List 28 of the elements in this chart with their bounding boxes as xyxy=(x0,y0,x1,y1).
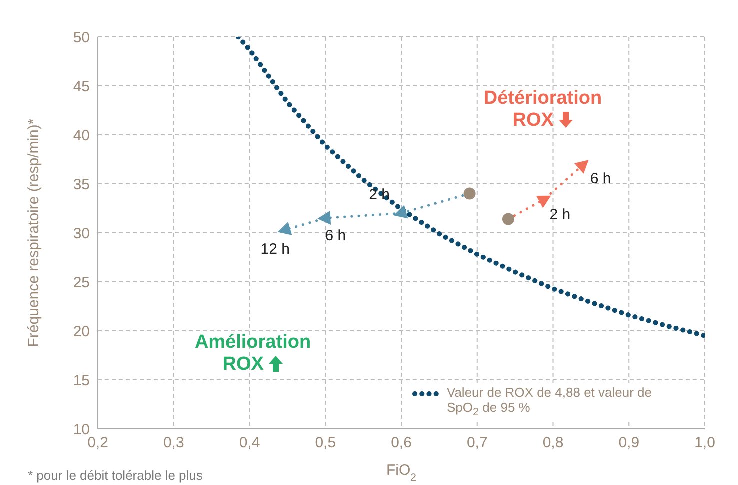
y-tick-label: 10 xyxy=(73,421,90,438)
y-tick-label: 40 xyxy=(73,127,90,144)
annotation: Amélioration ROX xyxy=(194,332,312,376)
x-tick-label: 0,5 xyxy=(315,434,336,452)
y-tick-label: 45 xyxy=(73,78,90,96)
y-tick-label: 15 xyxy=(73,372,90,390)
y-tick-label: 25 xyxy=(73,274,90,292)
x-tick-label: 0,7 xyxy=(466,434,488,452)
legend-label: Valeur de ROX de 4,88 et valeur de SpO$_{2}$ de 95 % xyxy=(447,385,653,419)
x-tick-label: 0,3 xyxy=(163,434,184,452)
x-tick-label: 0,9 xyxy=(618,434,640,452)
y-tick-label: 50 xyxy=(73,29,90,46)
x-tick-label: 0,2 xyxy=(88,434,108,452)
x-tick-label: 1,0 xyxy=(694,434,716,452)
text: * pour le débit tolérable le plus xyxy=(28,467,204,485)
annotation: 6 h xyxy=(325,227,346,244)
y-tick-label: 30 xyxy=(73,225,90,242)
annotation: 2 h xyxy=(550,206,571,224)
annotation: 6 h xyxy=(590,170,612,188)
annotation: Détérioration ROX xyxy=(482,88,604,132)
y-axis-title: Fréquence respiratoire (resp/min)* xyxy=(25,118,42,348)
annotation: 12 h xyxy=(260,241,290,258)
y-tick-label: 35 xyxy=(73,176,90,194)
x-tick-label: 0,8 xyxy=(542,434,564,452)
x-tick-label: 0,4 xyxy=(239,434,260,452)
x-tick-label: 0,6 xyxy=(391,434,412,452)
x-axis-title: FiO$_{2}$ xyxy=(386,462,417,484)
y-tick-label: 20 xyxy=(73,323,90,340)
